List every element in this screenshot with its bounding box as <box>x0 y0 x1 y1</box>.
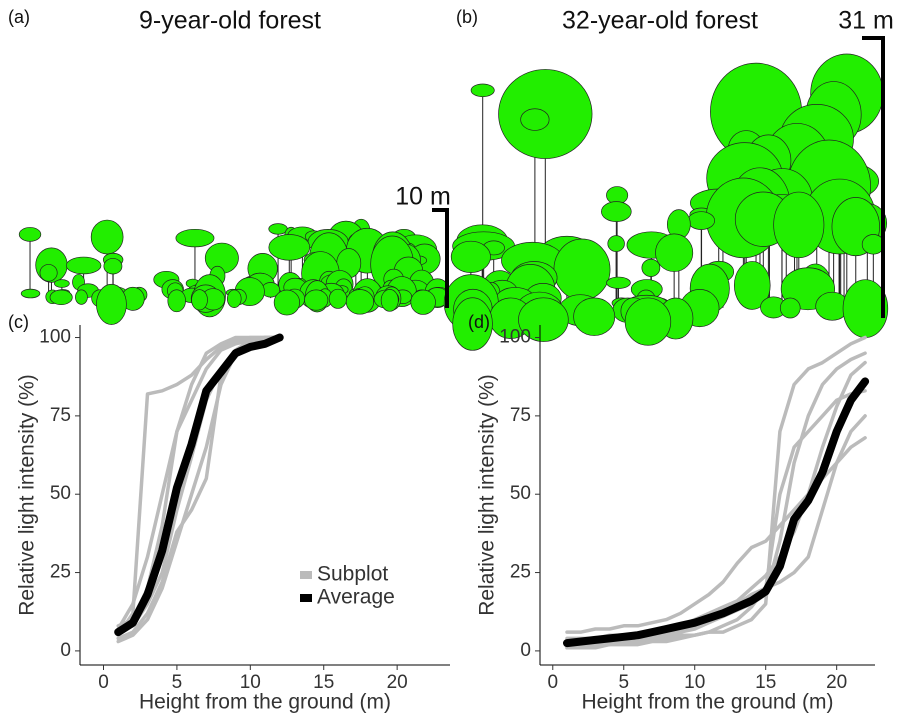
crown <box>268 223 288 235</box>
average-line <box>563 377 870 648</box>
x-tick-label: 0 <box>547 672 558 693</box>
crown <box>191 289 208 311</box>
crown <box>518 297 569 342</box>
legend-swatch <box>300 571 312 579</box>
scale-label: 10 m <box>395 183 451 211</box>
x-tick-label: 10 <box>684 672 705 693</box>
x-tick-label: 5 <box>172 672 183 693</box>
crown <box>328 288 348 309</box>
x-tick-label: 15 <box>755 672 776 693</box>
crown <box>75 289 88 305</box>
panel-label: (d) <box>468 312 490 332</box>
panel-label: (a) <box>8 7 30 27</box>
x-axis-label: Height from the ground (m) <box>581 691 833 714</box>
y-tick-label: 100 <box>499 327 531 348</box>
crown <box>96 283 127 325</box>
crown <box>624 297 672 346</box>
scale-label: 31 m <box>838 7 894 35</box>
y-tick-label: 100 <box>39 327 71 348</box>
crown <box>273 289 301 316</box>
subplot-line <box>565 335 867 650</box>
y-axis-label: Relative light intensity (%) <box>16 374 39 616</box>
subplot-line <box>565 389 867 650</box>
crown <box>103 258 123 275</box>
subplot-line <box>565 360 867 641</box>
legend-label: Subplot <box>317 563 388 586</box>
forest-illustrations <box>18 53 889 351</box>
crown <box>452 297 493 351</box>
y-tick-label: 50 <box>50 483 71 504</box>
legend-swatch <box>300 594 312 602</box>
crown <box>601 201 632 222</box>
y-tick-label: 75 <box>50 405 71 426</box>
crown <box>18 227 42 242</box>
crown <box>655 233 694 272</box>
crown <box>39 264 58 282</box>
subplot-line <box>116 335 282 631</box>
average-line <box>114 333 284 637</box>
crown <box>90 219 124 255</box>
crown <box>553 238 611 301</box>
crown <box>470 83 495 98</box>
panel-label: (b) <box>456 7 478 27</box>
crown <box>65 256 102 275</box>
crown <box>450 240 491 273</box>
x-tick-label: 15 <box>313 672 334 693</box>
crown <box>773 191 825 259</box>
x-tick-label: 20 <box>387 672 408 693</box>
crown <box>687 211 715 230</box>
crown <box>167 289 186 313</box>
crown <box>733 261 771 310</box>
x-tick-label: 5 <box>618 672 629 693</box>
panel-title: 32-year-old forest <box>562 7 758 35</box>
y-tick-label: 25 <box>510 562 531 583</box>
y-tick-label: 0 <box>60 640 71 661</box>
crown <box>607 235 625 252</box>
crown <box>380 288 399 312</box>
y-tick-label: 50 <box>510 483 531 504</box>
x-tick-label: 10 <box>240 672 261 693</box>
x-axis-label: Height from the ground (m) <box>139 691 391 714</box>
crown <box>20 288 41 299</box>
y-tick-label: 0 <box>520 640 531 661</box>
crown <box>54 279 70 288</box>
x-tick-label: 20 <box>826 672 847 693</box>
crown <box>606 276 631 289</box>
legend-label: Average <box>317 586 395 609</box>
crown <box>175 228 215 248</box>
crown <box>268 234 311 261</box>
y-tick-label: 25 <box>50 562 71 583</box>
subplot-line <box>565 351 867 647</box>
crown <box>410 289 436 315</box>
panel-title: 9-year-old forest <box>139 7 321 35</box>
crown <box>304 289 329 311</box>
x-tick-label: 0 <box>98 672 109 693</box>
panel-label: (c) <box>8 312 29 332</box>
crown <box>641 258 661 277</box>
y-axis-label: Relative light intensity (%) <box>476 374 499 616</box>
crown <box>779 297 801 319</box>
crown <box>226 289 242 308</box>
y-tick-label: 75 <box>510 405 531 426</box>
crown <box>345 289 374 315</box>
crown <box>573 297 616 336</box>
crown <box>520 108 550 131</box>
crown <box>49 289 73 306</box>
